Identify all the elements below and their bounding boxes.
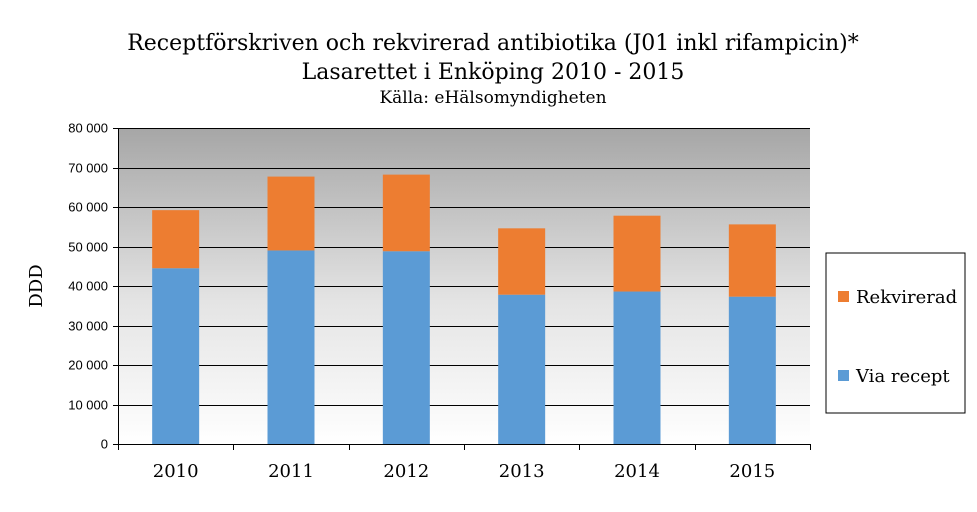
bar-rekvirerad-2011 <box>267 176 315 251</box>
y-axis-label: DDD <box>26 264 47 307</box>
legend-label-via-recept: Via recept <box>855 366 950 387</box>
y-tick-label: 70 000 <box>68 161 108 176</box>
x-tick-label-2014: 2014 <box>614 461 660 482</box>
legend-label-rekvirerad: Rekvirerad <box>856 287 957 308</box>
bar-rekvirerad-2010 <box>152 210 200 269</box>
y-tick-label: 40 000 <box>68 279 108 294</box>
bar-via-recept-2013 <box>498 294 546 444</box>
bar-via-recept-2012 <box>382 251 430 444</box>
bar-via-recept-2010 <box>152 268 200 444</box>
legend-swatch-rekvirerad <box>838 291 849 302</box>
bar-via-recept-2014 <box>613 291 661 444</box>
x-tick-label-2013: 2013 <box>499 461 545 482</box>
legend-box <box>825 252 966 414</box>
bar-rekvirerad-2013 <box>498 228 546 295</box>
bar-via-recept-2011 <box>267 250 315 444</box>
x-axis: 2010 2011 2012 2013 2014 2015 <box>118 128 811 482</box>
y-tick-label: 10 000 <box>68 398 108 413</box>
chart-title: Receptförskriven och rekvirerad antibiot… <box>127 31 859 56</box>
legend-swatch-via-recept <box>838 370 849 381</box>
bar-rekvirerad-2014 <box>613 215 661 292</box>
grid-lines <box>118 128 810 406</box>
chart-source: Källa: eHälsomyndigheten <box>379 88 606 108</box>
bars <box>152 174 776 444</box>
x-tick-label-2011: 2011 <box>268 461 314 482</box>
x-tick-label-2010: 2010 <box>153 461 199 482</box>
y-tick-label: 60 000 <box>68 200 108 215</box>
bar-rekvirerad-2012 <box>382 174 430 252</box>
y-tick-label: 30 000 <box>68 319 108 334</box>
bar-via-recept-2015 <box>728 296 776 444</box>
y-tick-label: 50 000 <box>68 240 108 255</box>
legend: Rekvirerad Via recept <box>825 252 966 414</box>
y-tick-label: 80 000 <box>68 121 108 136</box>
y-axis-ticks: 0 10 000 20 000 30 000 40 000 50 000 60 000 70 … <box>68 121 118 452</box>
x-tick-label-2015: 2015 <box>729 461 775 482</box>
y-tick-label: 20 000 <box>68 358 108 373</box>
bar-rekvirerad-2015 <box>728 224 776 297</box>
chart-subtitle: Lasarettet i Enköping 2010 - 2015 <box>302 60 685 85</box>
y-tick-label: 0 <box>101 437 108 452</box>
x-tick-label-2012: 2012 <box>383 461 429 482</box>
